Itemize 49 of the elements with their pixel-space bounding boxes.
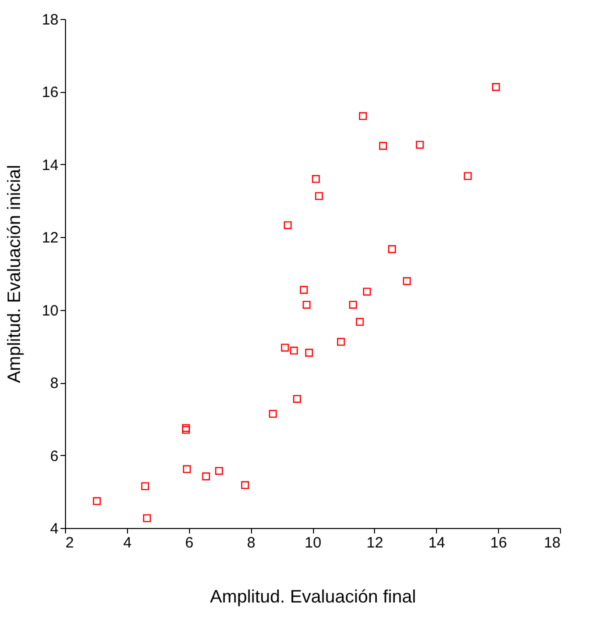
y-tick-label: 10 xyxy=(42,302,58,320)
y-tick-label: 6 xyxy=(50,448,58,465)
point xyxy=(241,481,250,490)
point xyxy=(315,192,323,200)
point xyxy=(302,300,311,309)
y-tick-label: 4 xyxy=(50,520,58,538)
point xyxy=(358,112,367,120)
point xyxy=(141,482,150,490)
point xyxy=(362,288,371,296)
point xyxy=(284,221,292,230)
point xyxy=(388,245,396,254)
y-tick-label: 12 xyxy=(42,230,58,247)
x-axis-title: Amplitud. Evaluación final xyxy=(210,586,416,606)
point xyxy=(182,465,191,474)
x-tick-label: 4 xyxy=(123,534,132,552)
y-tick-label: 14 xyxy=(42,156,58,174)
point xyxy=(215,466,224,475)
point xyxy=(416,140,424,149)
point xyxy=(293,394,301,403)
x-tick-label: 8 xyxy=(246,534,256,552)
point xyxy=(202,472,210,480)
point xyxy=(290,346,298,355)
point xyxy=(143,514,151,522)
x-tick-label: 12 xyxy=(366,534,384,552)
point xyxy=(464,172,472,180)
point xyxy=(182,424,190,432)
point xyxy=(312,175,320,183)
x-tick-label: 2 xyxy=(66,534,74,552)
x-tick-label: 10 xyxy=(304,534,322,552)
point xyxy=(281,344,289,352)
point xyxy=(356,318,364,326)
y-tick-label: 8 xyxy=(50,375,58,392)
x-tick-label: 14 xyxy=(428,534,446,552)
x-tick-label: 6 xyxy=(185,534,194,552)
y-tick-label: 16 xyxy=(42,84,58,102)
point xyxy=(182,426,190,434)
y-axis-title: Amplitud. Evaluación inicial xyxy=(4,164,24,384)
point xyxy=(337,338,345,346)
x-tick-label: 16 xyxy=(490,534,507,552)
point xyxy=(300,286,308,294)
y-tick-label: 18 xyxy=(42,12,58,28)
x-tick-label: 18 xyxy=(544,534,560,552)
point xyxy=(349,300,357,309)
point xyxy=(379,142,387,150)
point xyxy=(305,348,314,357)
point xyxy=(492,83,500,91)
point xyxy=(268,410,277,418)
point xyxy=(92,497,101,506)
point xyxy=(402,277,411,286)
